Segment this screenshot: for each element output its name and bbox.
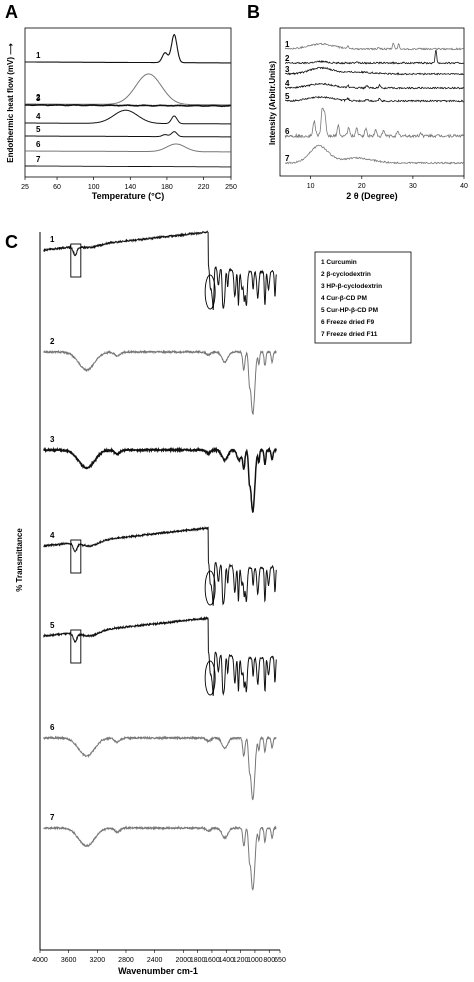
legend-entry-5: 5 Cur-HP-β-CD PM bbox=[321, 307, 378, 314]
panel-b-label: B bbox=[247, 2, 260, 22]
panel-c-annotation-ellipse-4 bbox=[204, 570, 216, 606]
panel-c-tick-label: 3600 bbox=[61, 957, 77, 964]
panel-a-tick-label: 140 bbox=[124, 184, 136, 191]
panel-c-annotation-box-1 bbox=[70, 243, 82, 278]
panel-c-tick-label: 3200 bbox=[90, 957, 106, 964]
panel-c-tick-label: 2800 bbox=[118, 957, 134, 964]
panel-c-tick-label: 1200 bbox=[233, 957, 249, 964]
panel-c-series-label-1: 1 bbox=[50, 235, 55, 244]
panel-c-series-label-3: 3 bbox=[50, 435, 55, 444]
panel-b-curve-4 bbox=[285, 82, 464, 90]
panel-a-series-label-2: 2 bbox=[36, 93, 41, 102]
panel-c-label: C bbox=[5, 232, 18, 252]
panel-c-x-ticks: 4000 3600 3200 2800 2400 20001800160014001200… bbox=[32, 950, 286, 964]
panel-c-annotation-ellipse-5 bbox=[204, 660, 216, 696]
panel-a-series-label-7: 7 bbox=[36, 155, 41, 164]
panel-b-tick-label: 40 bbox=[460, 183, 468, 190]
panel-a-series-label-5: 5 bbox=[36, 125, 41, 134]
panel-c-series-label-4: 4 bbox=[50, 531, 55, 540]
panel-c-curves: 1 2 3 4 5 6 7 bbox=[43, 230, 277, 891]
panel-b-series-label-7: 7 bbox=[285, 154, 290, 163]
legend-entry-2: 2 β-cyclodextrin bbox=[321, 271, 371, 278]
panel-c-tick-label: 1400 bbox=[218, 957, 234, 964]
legend-entry-6: 6 Freeze dried F9 bbox=[321, 319, 374, 326]
panel-c-tick-label: 800 bbox=[263, 957, 275, 964]
panel-b-curve-2 bbox=[284, 49, 464, 65]
panel-c-curve-7 bbox=[43, 825, 277, 891]
panel-b-y-label: Intensity (Arbitr.Units) bbox=[268, 61, 277, 145]
panel-a-plot-area bbox=[24, 27, 232, 178]
panel-b-curve-1 bbox=[284, 42, 464, 51]
panel-c-curve-5 bbox=[43, 616, 277, 696]
panel-b-curves: 1 2 3 4 5 6 7 bbox=[284, 40, 464, 165]
panel-c-annotation-ellipse-1 bbox=[204, 274, 216, 310]
panel-a-x-label: Temperature (°C) bbox=[92, 191, 164, 201]
legend-entry-7: 7 Freeze dried F11 bbox=[321, 331, 378, 338]
panel-c-curve-2 bbox=[43, 349, 277, 416]
panel-a-curve-2 bbox=[25, 73, 231, 106]
legend-entry-4: 4 Cur-β-CD PM bbox=[321, 295, 367, 302]
panel-c-tick-label: 2400 bbox=[147, 957, 163, 964]
panel-b-curve-5 bbox=[285, 95, 464, 103]
panel-a-tick-label: 180 bbox=[161, 184, 173, 191]
panel-a-tick-label: 100 bbox=[88, 184, 100, 191]
panel-c-tick-label: 650 bbox=[274, 957, 286, 964]
panel-a-x-ticks: 25 60 100 140 180 220 250 bbox=[21, 177, 237, 191]
panel-b-series-label-5: 5 bbox=[285, 92, 290, 101]
panel-a-y-label: Endothermic heat flow (mV) ⟶ bbox=[6, 43, 15, 163]
panel-b-series-label-3: 3 bbox=[285, 65, 290, 74]
panel-c-series-label-5: 5 bbox=[50, 621, 55, 630]
panel-c-curve-6 bbox=[43, 735, 277, 801]
panel-c-curve-4 bbox=[43, 525, 277, 606]
panel-a-curve-3 bbox=[24, 103, 231, 108]
panel-c-x-label: Wavenumber cm-1 bbox=[118, 966, 198, 976]
panel-a-curve-6 bbox=[25, 143, 231, 153]
panel-a-tick-label: 250 bbox=[225, 184, 237, 191]
panel-c-series-label-7: 7 bbox=[50, 813, 55, 822]
panel-c-tick-label: 1000 bbox=[247, 957, 263, 964]
panel-b-x-label: 2 θ (Degree) bbox=[346, 191, 397, 201]
panel-a-tick-label: 25 bbox=[21, 184, 29, 191]
panel-a-label: A bbox=[5, 2, 18, 22]
panel-a-series-label-6: 6 bbox=[36, 140, 41, 149]
panel-b-series-label-1: 1 bbox=[285, 40, 290, 49]
panel-b-curve-3 bbox=[284, 66, 464, 76]
panel-c-y-label: % Transmittance bbox=[15, 528, 24, 592]
panel-c-tick-label: 1600 bbox=[204, 957, 220, 964]
panel-a-curve-5 bbox=[25, 131, 231, 138]
panel-c-curve-3 bbox=[43, 446, 277, 514]
panel-b-series-label-2: 2 bbox=[285, 54, 290, 63]
panel-a-series-label-1: 1 bbox=[36, 51, 41, 60]
panel-a-tick-label: 60 bbox=[53, 184, 61, 191]
panel-c-annotation-box-4 bbox=[70, 539, 82, 574]
panel-c-tick-label: 4000 bbox=[32, 957, 48, 964]
panel-a-curve-1 bbox=[25, 33, 231, 64]
panel-b-x-ticks: 10 20 30 40 bbox=[307, 176, 468, 190]
legend-box bbox=[314, 251, 412, 344]
panel-c-legend: 1 Curcumin 2 β-cyclodextrin 3 HP-β-cyclo… bbox=[314, 251, 412, 344]
panel-a-series-label-3: 3 bbox=[36, 94, 41, 103]
panel-c-series-label-2: 2 bbox=[50, 337, 55, 346]
panel-c-series-label-6: 6 bbox=[50, 723, 55, 732]
legend-entry-3: 3 HP-β-cyclodextrin bbox=[321, 283, 382, 290]
panel-b-tick-label: 20 bbox=[358, 183, 366, 190]
panel-a-curve-7 bbox=[25, 165, 231, 168]
panel-a-tick-label: 220 bbox=[198, 184, 210, 191]
panel-b-series-label-6: 6 bbox=[285, 127, 290, 136]
panel-b-tick-label: 30 bbox=[409, 183, 417, 190]
panel-b-plot-area bbox=[279, 27, 465, 177]
panel-b-curve-7 bbox=[284, 144, 464, 165]
panel-b-tick-label: 10 bbox=[307, 183, 315, 190]
panel-c-annotation-box-5 bbox=[70, 629, 82, 664]
panel-c-tick-label: 2000 bbox=[175, 957, 191, 964]
panel-b-curve-6 bbox=[284, 107, 464, 139]
panel-c-curve-1 bbox=[43, 230, 277, 311]
panel-a-series-label-4: 4 bbox=[36, 112, 41, 121]
panel-a-curve-4 bbox=[25, 109, 231, 125]
legend-entry-1: 1 Curcumin bbox=[321, 259, 357, 266]
panel-b-series-label-4: 4 bbox=[285, 79, 290, 88]
panel-c-tick-label: 1800 bbox=[190, 957, 206, 964]
